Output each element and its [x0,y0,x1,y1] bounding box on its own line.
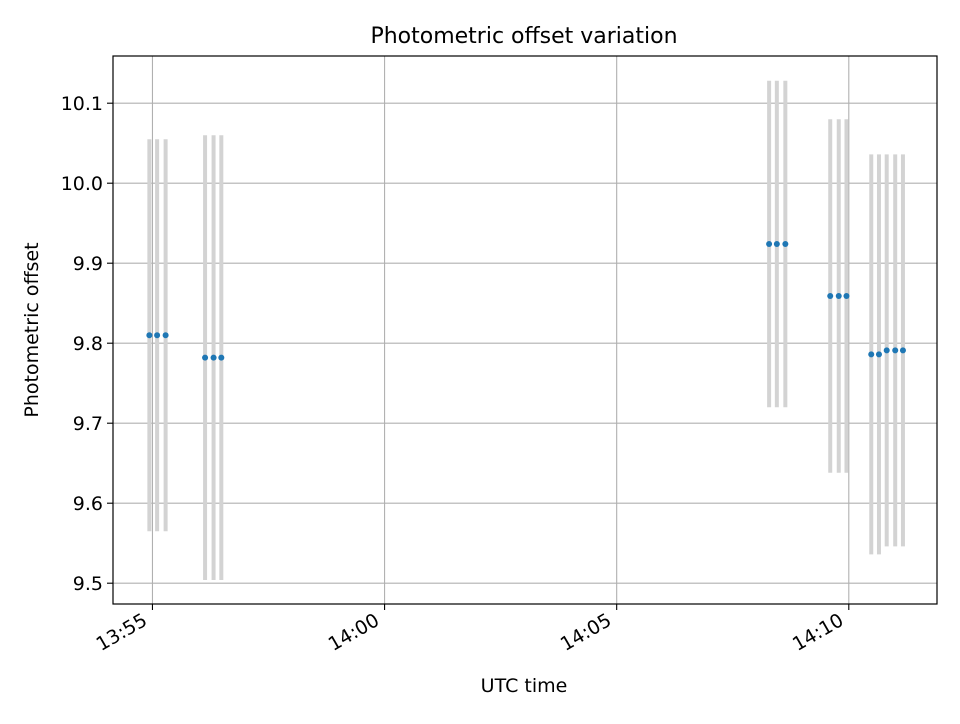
y-axis-label: Photometric offset [21,242,43,417]
data-point [884,347,890,353]
data-point [218,355,224,361]
data-point [163,332,169,338]
data-point [202,355,208,361]
y-tick-label: 9.9 [73,253,103,275]
y-tick-label: 9.8 [73,333,103,355]
data-point [774,241,780,247]
data-point [892,347,898,353]
y-tick-label: 9.5 [73,573,103,595]
y-tick-label: 9.6 [73,493,103,515]
data-point [782,241,788,247]
data-point [146,332,152,338]
y-tick-label: 9.7 [73,413,103,435]
y-tick-label: 10.0 [61,173,103,195]
data-point [843,293,849,299]
data-point [766,241,772,247]
data-point [827,293,833,299]
data-point [154,332,160,338]
data-point [868,351,874,357]
data-point [836,293,842,299]
data-point [876,351,882,357]
data-point [900,347,906,353]
x-axis-label: UTC time [481,675,568,697]
data-point [211,355,217,361]
y-tick-label: 10.1 [61,93,103,115]
chart-title: Photometric offset variation [370,24,677,49]
